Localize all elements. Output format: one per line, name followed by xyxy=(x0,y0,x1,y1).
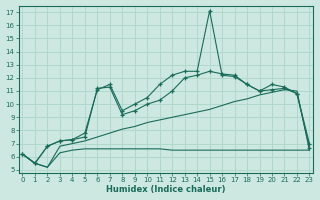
X-axis label: Humidex (Indice chaleur): Humidex (Indice chaleur) xyxy=(106,185,226,194)
